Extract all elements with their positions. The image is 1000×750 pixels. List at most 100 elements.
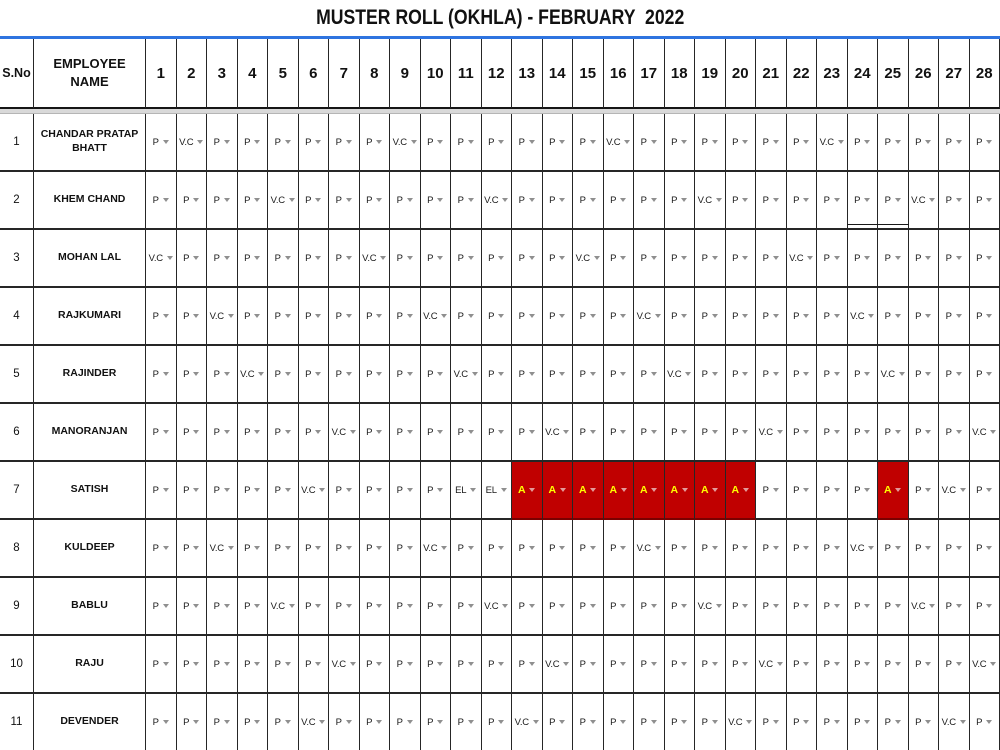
attendance-cell-day22[interactable]: P [786,636,817,694]
attendance-cell-day16[interactable]: A [603,462,634,520]
attendance-cell-day1[interactable]: P [146,404,177,462]
dropdown-arrow-icon[interactable] [345,140,352,144]
dropdown-arrow-icon[interactable] [193,604,200,608]
attendance-cell-day14[interactable]: P [542,288,573,346]
attendance-cell-day8[interactable]: P [359,404,390,462]
dropdown-arrow-icon[interactable] [742,430,749,434]
dropdown-arrow-icon[interactable] [406,546,413,550]
attendance-cell-day15[interactable]: P [573,172,604,230]
attendance-cell-day17[interactable]: P [634,404,665,462]
dropdown-arrow-icon[interactable] [467,256,474,260]
attendance-cell-day16[interactable]: P [603,404,634,462]
attendance-cell-day13[interactable]: P [512,636,543,694]
attendance-cell-day14[interactable]: P [542,694,573,750]
attendance-cell-day13[interactable]: V.C [512,694,543,750]
attendance-cell-day16[interactable]: P [603,636,634,694]
attendance-cell-day25[interactable]: A [878,462,909,520]
dropdown-arrow-icon[interactable] [284,140,291,144]
attendance-cell-day19[interactable]: P [695,694,726,750]
attendance-cell-day24[interactable]: P [847,636,878,694]
attendance-cell-day9[interactable]: P [390,578,421,636]
attendance-cell-day13[interactable]: P [512,230,543,288]
dropdown-arrow-icon[interactable] [711,256,718,260]
attendance-cell-day27[interactable]: P [939,404,970,462]
dropdown-arrow-icon[interactable] [833,720,840,724]
dropdown-arrow-icon[interactable] [349,430,356,434]
dropdown-arrow-icon[interactable] [529,488,536,492]
dropdown-arrow-icon[interactable] [437,256,444,260]
attendance-cell-day12[interactable]: P [481,404,512,462]
attendance-cell-day27[interactable]: P [939,288,970,346]
attendance-cell-day20[interactable]: P [725,230,756,288]
dropdown-arrow-icon[interactable] [711,430,718,434]
attendance-cell-day1[interactable]: P [146,578,177,636]
attendance-cell-day22[interactable]: P [786,288,817,346]
attendance-cell-day23[interactable]: V.C [817,114,848,172]
dropdown-arrow-icon[interactable] [376,662,383,666]
dropdown-arrow-icon[interactable] [193,198,200,202]
attendance-cell-day8[interactable]: P [359,578,390,636]
attendance-cell-day23[interactable]: P [817,172,848,230]
attendance-cell-day9[interactable]: P [390,346,421,404]
dropdown-arrow-icon[interactable] [715,198,722,202]
attendance-cell-day17[interactable]: V.C [634,288,665,346]
attendance-cell-day17[interactable]: P [634,346,665,404]
dropdown-arrow-icon[interactable] [681,256,688,260]
attendance-cell-day22[interactable]: P [786,404,817,462]
dropdown-arrow-icon[interactable] [162,140,169,144]
attendance-cell-day9[interactable]: P [390,636,421,694]
dropdown-arrow-icon[interactable] [864,198,871,202]
attendance-cell-day7[interactable]: V.C [329,404,360,462]
attendance-cell-day15[interactable]: V.C [573,230,604,288]
dropdown-arrow-icon[interactable] [833,546,840,550]
dropdown-arrow-icon[interactable] [528,546,535,550]
attendance-cell-day25[interactable]: P [878,636,909,694]
dropdown-arrow-icon[interactable] [959,488,966,492]
attendance-cell-day18[interactable]: V.C [664,346,695,404]
dropdown-arrow-icon[interactable] [315,662,322,666]
dropdown-arrow-icon[interactable] [437,720,444,724]
attendance-cell-day27[interactable]: V.C [939,694,970,750]
dropdown-arrow-icon[interactable] [772,720,779,724]
attendance-cell-day24[interactable]: P [847,230,878,288]
dropdown-arrow-icon[interactable] [467,314,474,318]
dropdown-arrow-icon[interactable] [711,662,718,666]
dropdown-arrow-icon[interactable] [498,546,505,550]
attendance-cell-day24[interactable]: V.C [847,520,878,578]
dropdown-arrow-icon[interactable] [315,604,322,608]
attendance-cell-day13[interactable]: P [512,114,543,172]
dropdown-arrow-icon[interactable] [833,314,840,318]
dropdown-arrow-icon[interactable] [563,662,570,666]
attendance-cell-day20[interactable]: P [725,172,756,230]
attendance-cell-day7[interactable]: P [329,694,360,750]
dropdown-arrow-icon[interactable] [955,662,962,666]
dropdown-arrow-icon[interactable] [803,488,810,492]
dropdown-arrow-icon[interactable] [528,198,535,202]
dropdown-arrow-icon[interactable] [498,430,505,434]
dropdown-arrow-icon[interactable] [772,488,779,492]
dropdown-arrow-icon[interactable] [162,662,169,666]
attendance-cell-day1[interactable]: P [146,520,177,578]
attendance-cell-day3[interactable]: P [207,230,238,288]
dropdown-arrow-icon[interactable] [955,372,962,376]
dropdown-arrow-icon[interactable] [162,372,169,376]
dropdown-arrow-icon[interactable] [955,314,962,318]
dropdown-arrow-icon[interactable] [590,488,597,492]
dropdown-arrow-icon[interactable] [406,488,413,492]
attendance-cell-day10[interactable]: P [420,578,451,636]
dropdown-arrow-icon[interactable] [681,314,688,318]
attendance-cell-day5[interactable]: P [268,114,299,172]
dropdown-arrow-icon[interactable] [894,546,901,550]
dropdown-arrow-icon[interactable] [223,256,230,260]
dropdown-arrow-icon[interactable] [742,198,749,202]
dropdown-arrow-icon[interactable] [589,662,596,666]
attendance-cell-day27[interactable]: P [939,172,970,230]
dropdown-arrow-icon[interactable] [162,488,169,492]
dropdown-arrow-icon[interactable] [864,140,871,144]
dropdown-arrow-icon[interactable] [254,604,261,608]
attendance-cell-day11[interactable]: P [451,578,482,636]
dropdown-arrow-icon[interactable] [929,198,936,202]
dropdown-arrow-icon[interactable] [864,604,871,608]
attendance-cell-day28[interactable]: P [969,346,1000,404]
attendance-cell-day19[interactable]: V.C [695,172,726,230]
